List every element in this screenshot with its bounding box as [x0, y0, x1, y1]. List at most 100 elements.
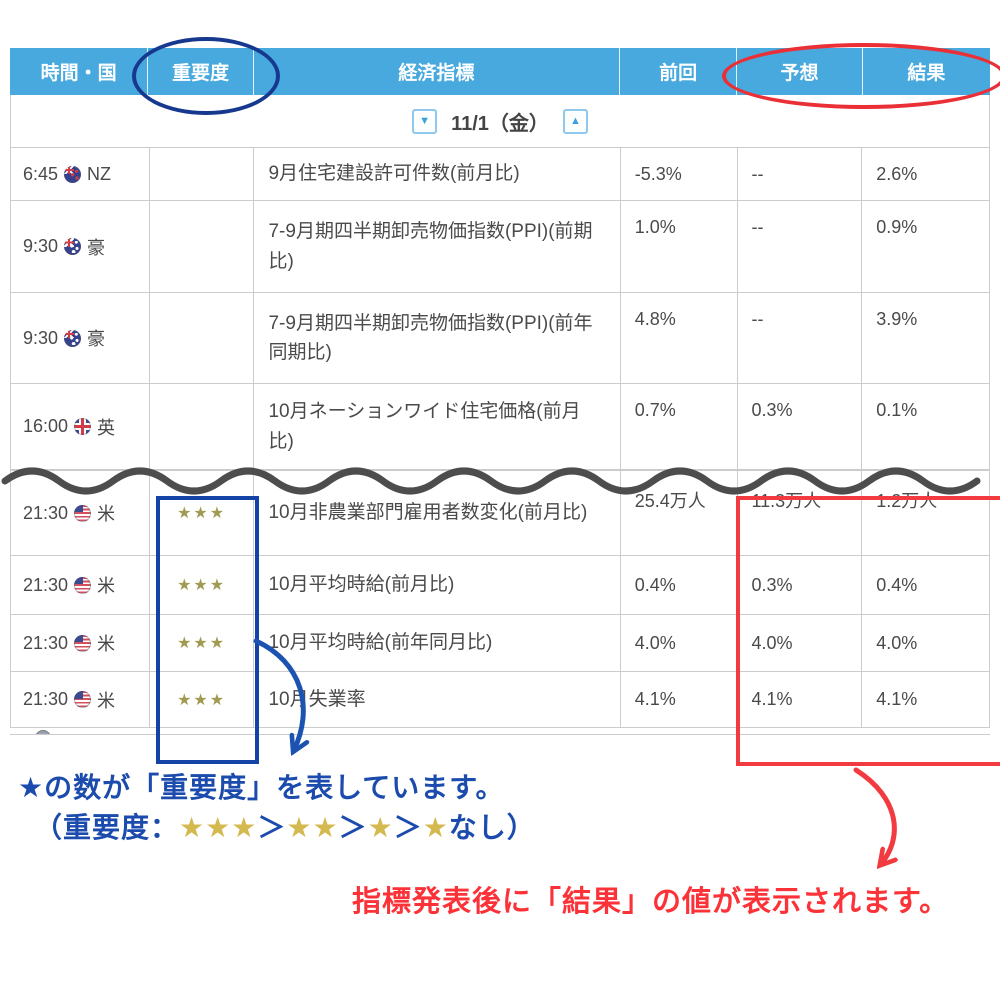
cell-previous: 4.0%: [619, 615, 737, 671]
forecast-value: 11.3万人: [751, 491, 822, 511]
time-label: 16:00: [23, 416, 69, 436]
flag-uk-icon: [74, 418, 92, 435]
country-label: 豪: [87, 237, 106, 258]
cell-result: 0.4%: [861, 556, 989, 614]
column-header-forecast: 予想: [736, 48, 861, 95]
cell-result: 4.0%: [861, 615, 989, 671]
country-label: 米: [97, 690, 116, 711]
cell-previous: 0.7%: [619, 384, 737, 469]
cell-importance: [148, 201, 254, 292]
table-row: 9:30 豪 7-9月期四半期卸売物価指数(PPI)(前期比) 1.0% -- 0.9%: [11, 201, 989, 293]
cell-previous: 1.0%: [619, 201, 737, 292]
forecast-value: 4.1%: [751, 689, 793, 709]
column-header-indicator: 経済指標: [252, 48, 619, 95]
indicator-label: 10月平均時給(前年同月比): [268, 632, 493, 654]
date-navigation-row: ▼ 11/1（金） ▲: [10, 95, 990, 148]
cell-forecast: 4.1%: [736, 672, 862, 727]
importance-scale-text: ＞: [338, 812, 368, 843]
indicator-label: 10月ネーションワイド住宅価格(前月比): [268, 401, 581, 452]
indicator-label: 7-9月期四半期卸売物価指数(PPI)(前年同期比): [268, 312, 593, 363]
cell-time-country: 21:30 米: [11, 672, 149, 727]
previous-value: 4.1%: [634, 689, 676, 709]
result-value: 1.2万人: [876, 491, 938, 511]
cell-result: 3.9%: [861, 293, 989, 383]
importance-scale-stars: ★: [367, 812, 394, 843]
flag-au-icon: [64, 329, 82, 347]
cell-result: 0.1%: [861, 384, 989, 469]
previous-value: 4.8%: [634, 309, 676, 329]
cell-importance: ★★★: [148, 615, 254, 671]
cell-indicator: 10月平均時給(前年同月比): [253, 615, 619, 671]
rows-after-gap: 21:30 米 ★★★ 10月非農業部門雇用者数変化(前月比) 25.4万人 11.3万人…: [10, 470, 990, 728]
table-header-row: 時間・国 重要度 経済指標 前回 予想 結果: [10, 48, 990, 95]
time-label: 21:30: [23, 689, 69, 709]
indicator-label: 10月平均時給(前月比): [268, 574, 455, 596]
cell-previous: -5.3%: [619, 148, 737, 200]
cell-time-country: 9:30 豪: [11, 293, 149, 383]
time-label: 21:30: [23, 574, 69, 595]
flag-nz-icon: [64, 165, 82, 183]
cell-previous: 25.4万人: [619, 471, 737, 555]
cell-importance: ★★★: [148, 672, 254, 727]
cell-indicator: 10月非農業部門雇用者数変化(前月比): [253, 471, 619, 555]
previous-value: 4.0%: [634, 632, 676, 653]
column-header-result: 結果: [861, 48, 990, 95]
result-value: 0.4%: [876, 574, 918, 595]
economic-calendar-table: 時間・国 重要度 経済指標 前回 予想 結果 ▼ 11/1（金） ▲ 6:45 N…: [10, 48, 990, 735]
cell-indicator: 10月失業率: [253, 672, 619, 727]
country-label: 米: [97, 576, 116, 596]
cell-time-country: 21:30 米: [11, 615, 149, 671]
cell-previous: 4.1%: [619, 672, 737, 727]
cell-forecast: 11.3万人: [736, 471, 862, 555]
cell-forecast: --: [736, 293, 862, 383]
forecast-value: 4.0%: [751, 632, 793, 653]
time-label: 21:30: [23, 502, 69, 523]
table-row: 21:30 米 ★★★ 10月非農業部門雇用者数変化(前月比) 25.4万人 11.3万人…: [11, 471, 989, 556]
cell-forecast: --: [736, 148, 862, 200]
result-value: 4.0%: [876, 632, 918, 653]
flag-au-icon: [64, 238, 82, 255]
importance-scale-text: なし）: [448, 812, 536, 843]
importance-scale-text: ＞: [257, 812, 287, 843]
cell-importance: [148, 148, 254, 200]
result-value: 2.6%: [876, 163, 918, 184]
importance-stars: ★★★: [177, 505, 227, 522]
partial-flag-icon: [35, 730, 51, 734]
importance-stars: ★★★: [177, 691, 227, 709]
cell-indicator: 10月ネーションワイド住宅価格(前月比): [253, 384, 619, 469]
forecast-value: --: [751, 309, 764, 329]
cell-indicator: 9月住宅建設許可件数(前月比): [253, 148, 619, 200]
flag-us-icon: [74, 634, 92, 652]
country-label: 米: [97, 504, 116, 524]
cell-forecast: 4.0%: [736, 615, 862, 671]
column-header-previous: 前回: [618, 48, 736, 95]
cell-indicator: 10月平均時給(前月比): [253, 556, 619, 614]
cell-time-country: 9:30 豪: [11, 201, 149, 292]
cell-time-country: 6:45 NZ: [11, 148, 149, 200]
cell-importance: [148, 293, 254, 383]
importance-scale-stars: ★★: [286, 812, 339, 843]
previous-value: 25.4万人: [634, 491, 706, 511]
importance-scale-text: ＞: [393, 812, 423, 843]
next-day-button[interactable]: ▲: [562, 108, 588, 134]
result-value: 4.1%: [876, 689, 918, 709]
table-row: 9:30 豪 7-9月期四半期卸売物価指数(PPI)(前年同期比) 4.8% -- 3.9…: [11, 293, 989, 384]
country-label: 米: [97, 634, 116, 654]
column-header-importance: 重要度: [147, 48, 252, 95]
flag-us-icon: [74, 504, 92, 522]
flag-us-icon: [74, 691, 92, 708]
column-header-time-country: 時間・国: [40, 63, 117, 84]
indicator-label: 9月住宅建設許可件数(前月比): [268, 163, 520, 185]
importance-stars: ★★★: [177, 577, 227, 594]
importance-scale-stars: ★★★: [179, 812, 258, 843]
cell-indicator: 7-9月期四半期卸売物価指数(PPI)(前年同期比): [253, 293, 619, 383]
cell-forecast: 0.3%: [736, 384, 862, 469]
table-row: 21:30 米 ★★★ 10月平均時給(前月比) 0.4% 0.3% 0.4%: [11, 556, 989, 615]
cell-importance: [148, 384, 254, 469]
time-label: 9:30: [23, 236, 59, 256]
importance-scale-text: （重要度：: [34, 812, 180, 843]
importance-note-line1: ★の数が「重要度」を表しています。: [18, 772, 505, 803]
previous-day-button[interactable]: ▼: [412, 108, 438, 134]
forecast-value: --: [751, 163, 764, 184]
indicator-label: 10月非農業部門雇用者数変化(前月比): [268, 502, 588, 524]
